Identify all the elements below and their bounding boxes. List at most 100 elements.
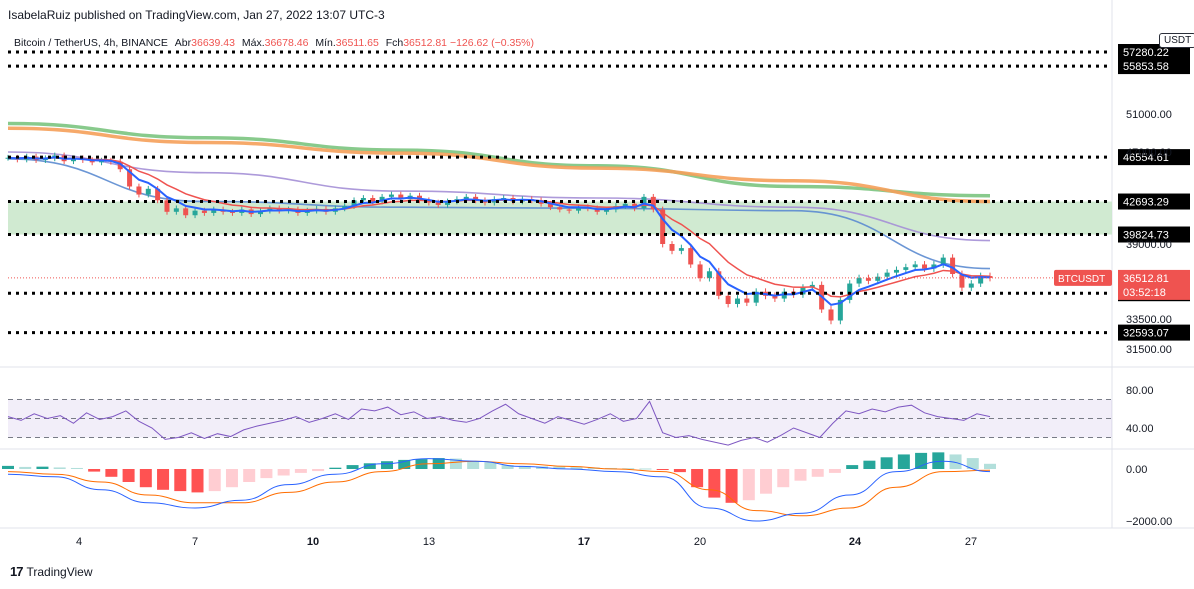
legend-change: −126.62 (−0.35%) [449, 37, 534, 49]
candle-body [725, 295, 731, 304]
macd-histogram-bar [518, 465, 531, 469]
candle-body [697, 264, 703, 279]
currency-badge[interactable]: USDT [1159, 33, 1194, 48]
macd-axis-label: 0.00 [1126, 464, 1147, 476]
price-tag-box [1118, 269, 1190, 300]
candle-body [155, 188, 161, 201]
macd-histogram-bar [157, 469, 170, 490]
level-label: 39824.73 [1123, 230, 1169, 242]
macd-histogram-bar [570, 467, 583, 469]
candle-body [856, 278, 862, 284]
rsi-axis-label: 40.00 [1126, 423, 1154, 435]
candle-body [473, 196, 479, 201]
macd-histogram-bar [622, 468, 635, 470]
time-axis-label: 20 [694, 536, 706, 548]
macd-histogram-bar [742, 469, 755, 501]
macd-line [7, 458, 991, 522]
macd-histogram-bar [777, 469, 790, 488]
time-axis-label: 17 [578, 536, 590, 548]
macd-histogram-bar [656, 469, 669, 471]
macd-histogram-bar [208, 469, 221, 492]
candle-body [706, 271, 712, 279]
candle-body [463, 196, 469, 200]
time-axis-label: 4 [76, 536, 82, 548]
publisher-line: IsabelaRuiz published on TradingView.com… [8, 8, 385, 22]
legend-close: 36512.81 [403, 37, 448, 49]
level-label-box [1118, 58, 1190, 75]
macd-histogram-bar [897, 454, 910, 469]
footer-brand[interactable]: 17 TradingView [10, 564, 93, 579]
candle-body [70, 158, 76, 162]
candle-body [865, 278, 871, 281]
macd-axis-label: −2000.00 [1126, 516, 1172, 528]
macd-histogram-bar [932, 452, 945, 469]
candle-body [978, 276, 984, 284]
macd-histogram-bar [673, 469, 686, 473]
price-axis-label: 47000.00 [1126, 147, 1172, 159]
legend-open: 36639.43 [191, 37, 235, 49]
candle-body [903, 267, 909, 270]
macd-histogram-bar [708, 469, 721, 498]
candle-body [117, 161, 123, 170]
candle-body [959, 274, 965, 288]
legend-open-label: Abr [174, 37, 192, 49]
tradingview-logo-icon: 17 [10, 564, 24, 579]
candle-body [351, 200, 357, 207]
level-label: 32593.07 [1123, 328, 1169, 340]
macd-histogram-bar [174, 469, 187, 492]
rsi-axis-label: 80.00 [1126, 385, 1154, 397]
macd-histogram-bar [329, 467, 342, 469]
candle-body [99, 160, 105, 163]
candle-body [604, 209, 610, 212]
macd-histogram-bar [225, 469, 238, 488]
candle-body [660, 209, 666, 244]
candle-body [716, 271, 722, 296]
macd-histogram-bar [467, 461, 480, 469]
candle-body [127, 169, 133, 187]
price-axis-label: 33500.00 [1126, 314, 1172, 326]
macd-histogram-bar [36, 466, 49, 469]
macd-histogram-bar [966, 458, 979, 469]
level-label: 42693.29 [1123, 197, 1169, 209]
macd-histogram-bar [105, 469, 118, 477]
price-tag-symbol: BTCUSDT [1058, 274, 1105, 285]
moving-average-line-4 [7, 158, 991, 270]
candle-body [445, 201, 451, 205]
price-axis-label: 51000.00 [1126, 109, 1172, 121]
macd-histogram-bar [484, 462, 497, 469]
legend-high-label: Máx. [241, 37, 265, 49]
macd-histogram-bar [122, 469, 135, 482]
macd-histogram-bar [139, 469, 152, 488]
legend-symbol: Bitcoin / TetherUS, 4h, BINANCE [14, 37, 168, 49]
candle-body [650, 196, 656, 210]
candle-body [145, 188, 151, 195]
candle-body [893, 269, 899, 273]
candle-body [744, 298, 750, 303]
candle-body [688, 248, 694, 265]
candle-body [772, 295, 778, 299]
level-label-box [1118, 193, 1190, 210]
candle-body [183, 208, 189, 216]
candle-body [968, 283, 974, 288]
candle-body [922, 264, 928, 269]
macd-histogram-bar [915, 452, 928, 469]
candle-body [931, 264, 937, 269]
candle-body [950, 257, 956, 274]
macd-histogram-bar [553, 466, 566, 469]
symbol-legend: Bitcoin / TetherUS, 4h, BINANCE Abr36639… [14, 37, 534, 49]
ema-blue-line [7, 156, 991, 306]
macd-histogram-bar [2, 465, 14, 469]
candle-body [201, 210, 207, 213]
candle-body [547, 203, 553, 208]
time-axis-label: 24 [849, 536, 862, 548]
price-tag-countdown: 03:52:18 [1123, 287, 1166, 299]
macd-histogram-bar [639, 468, 652, 470]
level-label-box [1118, 149, 1190, 166]
candle-body [575, 207, 581, 211]
macd-histogram-bar [312, 469, 325, 472]
candle-body [678, 248, 684, 251]
macd-histogram-bar [53, 467, 66, 469]
macd-histogram-bar [381, 461, 394, 469]
legend-low: 36511.65 [335, 37, 379, 49]
